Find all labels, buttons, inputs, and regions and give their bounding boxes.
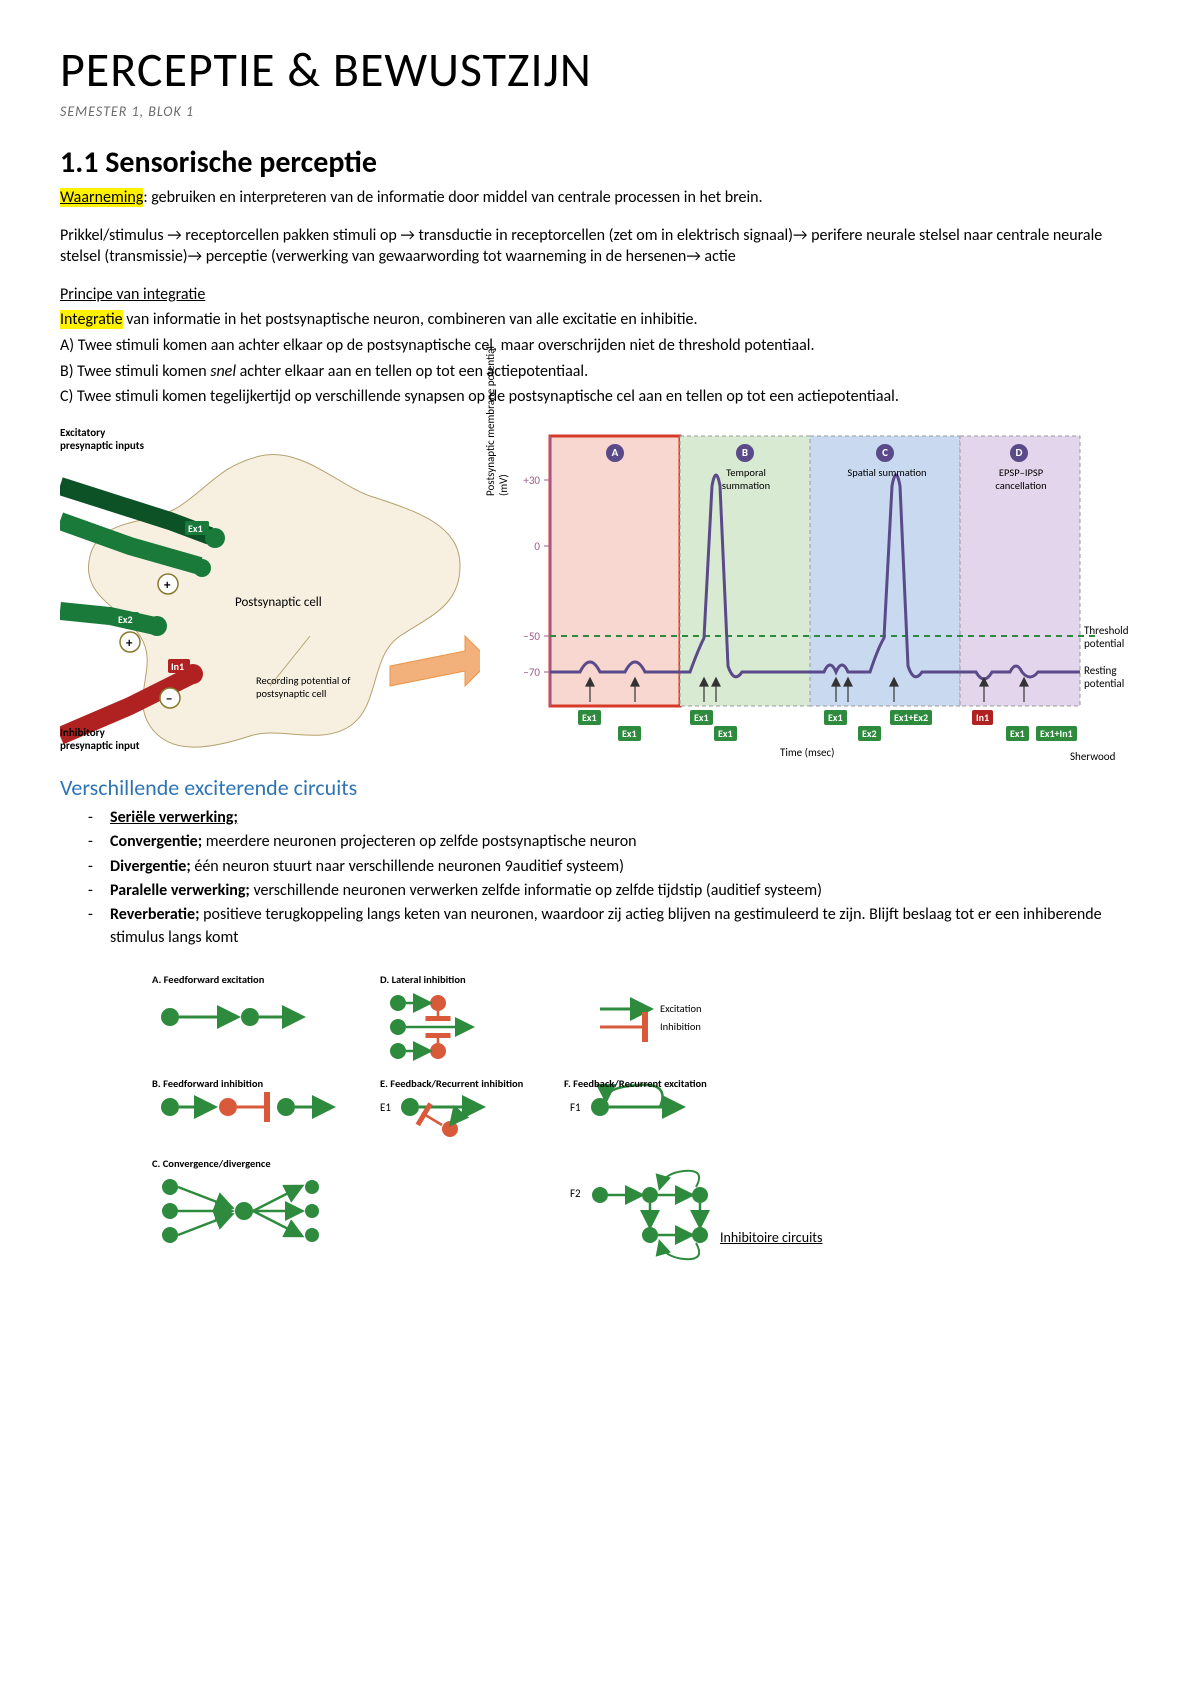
tag: Ex2 xyxy=(858,726,881,741)
summation-chart: +30 0 −50 −70 A xyxy=(490,426,1140,766)
page-subtitle: SEMESTER 1, BLOK 1 xyxy=(60,103,1140,120)
tag: Ex1 xyxy=(618,726,641,741)
term-waarneming: Waarneming xyxy=(60,188,143,207)
section-heading: 1.1 Sensorische perceptie xyxy=(60,144,1140,181)
panel-f-label: F. Feedback/Recurrent excitation xyxy=(564,1077,707,1090)
panel-d-label: D. Lateral inhibition xyxy=(380,973,466,986)
case-c: C) Twee stimuli komen tegelijkertijd op … xyxy=(60,386,1140,408)
threshold-label: Threshold potential xyxy=(1084,624,1144,650)
label-exc-inputs: Excitatory presynaptic inputs xyxy=(60,426,150,452)
label-inh-input: Inhibitory presynaptic input xyxy=(60,726,150,752)
page-title: PERCEPTIE & BEWUSTZIJN xyxy=(60,40,1140,99)
figure-row: Postsynaptic cell Ex1 Ex2 In1 + + − xyxy=(60,426,1140,766)
panel-badge-c: C xyxy=(876,444,894,462)
integratie-text: van informatie in het postsynaptische ne… xyxy=(123,310,698,329)
neuron-diagram: Postsynaptic cell Ex1 Ex2 In1 + + − xyxy=(60,426,480,766)
svg-text:E1: E1 xyxy=(380,1101,391,1114)
panel-badge-d: D xyxy=(1010,444,1028,462)
desc: één neuron stuurt naar verschillende neu… xyxy=(191,857,624,876)
sub-heading-principe: Principe van integratie xyxy=(60,284,1140,306)
tag: Ex1 xyxy=(824,710,847,725)
legend-exc: Excitation xyxy=(660,1002,702,1015)
legend-inh: Inhibition xyxy=(660,1020,701,1033)
paragraph-flow: Prikkel/stimulus → receptorcellen pakken… xyxy=(60,225,1140,268)
svg-text:−50: −50 xyxy=(523,630,540,643)
svg-text:−: − xyxy=(166,692,172,707)
svg-text:+30: +30 xyxy=(523,474,540,487)
tag: Ex1 xyxy=(578,710,601,725)
svg-text:F1: F1 xyxy=(570,1101,581,1114)
list-item: Reverberatie; positieve terugkoppeling l… xyxy=(110,904,1140,949)
panel-e-label: E. Feedback/Recurrent inhibition xyxy=(380,1077,523,1090)
svg-text:In1: In1 xyxy=(171,660,184,673)
term: Convergentie; xyxy=(110,832,202,851)
svg-text:Ex1: Ex1 xyxy=(188,522,203,535)
panel-b-label: B. Feedforward inhibition xyxy=(152,1077,263,1090)
panel-title-b: Temporal summation xyxy=(706,466,786,492)
case-b-italic: snel xyxy=(210,362,236,381)
inhibitoire-link: Inhibitoire circuits xyxy=(720,1229,822,1246)
label-recording: Recording potential of postsynaptic cell xyxy=(256,674,366,700)
waarneming-text: : gebruiken en interpreteren van de info… xyxy=(143,188,762,207)
case-b-suffix: achter elkaar aan en tellen op tot een a… xyxy=(236,362,588,381)
term: Reverberatie; xyxy=(110,905,199,924)
resting-label: Resting potential xyxy=(1084,664,1144,690)
panel-c-label: C. Convergence/divergence xyxy=(152,1157,271,1170)
y-axis-label: Postsynaptic membrane potential (mV) xyxy=(484,336,510,496)
tag: Ex1 xyxy=(1006,726,1029,741)
term: Paralelle verwerking; xyxy=(110,881,250,900)
panel-badge-b: B xyxy=(736,444,754,462)
panel-badge-a: A xyxy=(606,444,624,462)
desc: meerdere neuronen projecteren op zelfde … xyxy=(202,832,636,851)
term-integratie: Integratie xyxy=(60,310,123,329)
desc: verschillende neuronen verwerken zelfde … xyxy=(250,881,822,900)
svg-text:+: + xyxy=(126,636,133,651)
svg-text:Ex2: Ex2 xyxy=(118,613,133,626)
desc: positieve terugkoppeling langs keten van… xyxy=(110,905,1102,946)
circuits-list: Seriële verwerking; Convergentie; meerde… xyxy=(60,807,1140,949)
case-b-prefix: B) Twee stimuli komen xyxy=(60,362,210,381)
x-axis-label: Time (msec) xyxy=(780,746,835,759)
svg-text:−70: −70 xyxy=(523,666,540,679)
term: Divergentie; xyxy=(110,857,191,876)
term: Seriële verwerking; xyxy=(110,808,238,827)
circuit-type-figure: E1 F1 F2 A. Feedforward excitation B. Fe… xyxy=(140,973,840,1273)
paragraph-integratie: Integratie van informatie in het postsyn… xyxy=(60,309,1140,331)
list-item: Seriële verwerking; xyxy=(110,807,1140,829)
panel-title-d: EPSP–IPSP cancellation xyxy=(976,466,1066,492)
tag: Ex1+In1 xyxy=(1036,726,1077,741)
cell-label: Postsynaptic cell xyxy=(235,595,322,610)
panel-a-label: A. Feedforward excitation xyxy=(152,973,264,986)
case-a: A) Twee stimuli komen aan achter elkaar … xyxy=(60,335,1140,357)
paragraph-waarneming: Waarneming: gebruiken en interpreteren v… xyxy=(60,187,1140,209)
chart-credit: Sherwood xyxy=(1070,750,1115,763)
svg-text:+: + xyxy=(164,578,171,593)
list-item: Divergentie; één neuron stuurt naar vers… xyxy=(110,856,1140,878)
list-item: Convergentie; meerdere neuronen projecte… xyxy=(110,831,1140,853)
tag: In1 xyxy=(972,710,993,725)
blue-heading-circuits: Verschillende exciterende circuits xyxy=(60,774,1140,801)
tag: Ex1 xyxy=(714,726,737,741)
panel-title-c: Spatial summation xyxy=(842,466,932,479)
svg-text:F2: F2 xyxy=(570,1187,581,1200)
list-item: Paralelle verwerking; verschillende neur… xyxy=(110,880,1140,902)
case-b: B) Twee stimuli komen snel achter elkaar… xyxy=(60,361,1140,383)
tag: Ex1+Ex2 xyxy=(890,710,932,725)
tag: Ex1 xyxy=(690,710,713,725)
svg-text:0: 0 xyxy=(534,540,540,553)
